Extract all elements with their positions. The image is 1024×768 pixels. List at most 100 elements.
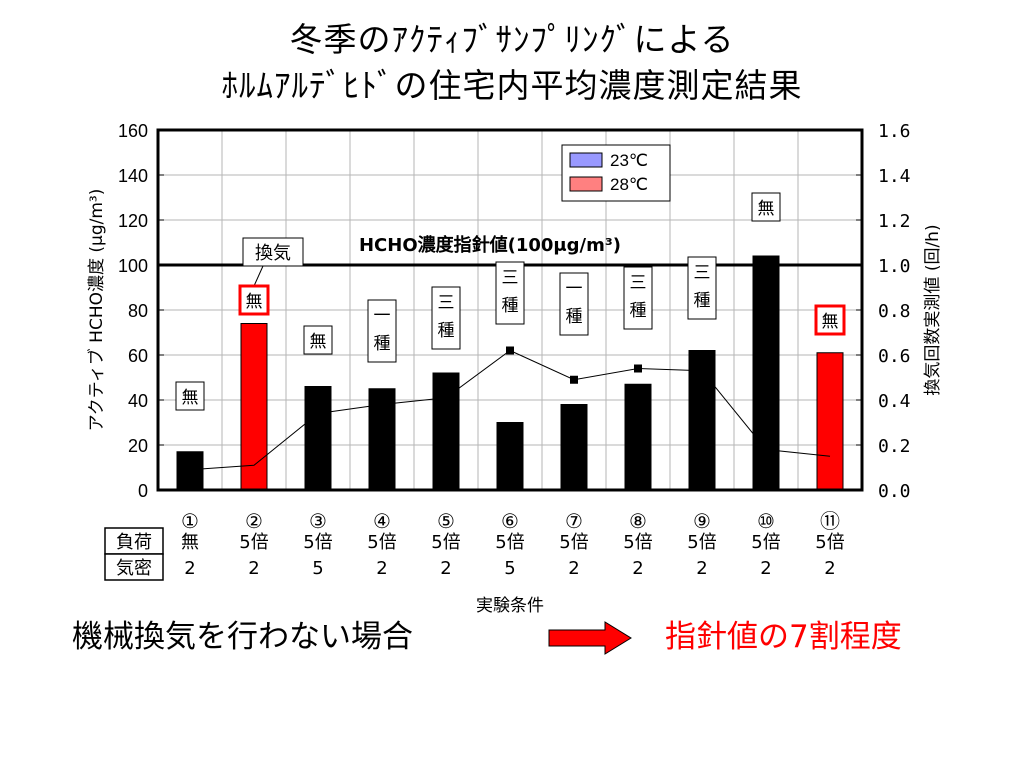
table-row-header-box — [104, 527, 164, 555]
ventilation-label-text: 無 — [758, 199, 775, 219]
table-cell: 5倍 — [815, 532, 844, 553]
table-cell: 5倍 — [367, 532, 396, 553]
category-label: ④ — [373, 509, 391, 533]
conclusion-result: 指針値の7割程度 — [665, 619, 902, 655]
ventilation-label-text: 種 — [374, 334, 391, 354]
table-cell: 5 — [504, 558, 515, 579]
y-tick-label: 100 — [118, 256, 148, 276]
ventilation-label-box — [687, 256, 717, 320]
y2-tick-label: 0.4 — [878, 391, 911, 412]
table-cell: 5倍 — [687, 532, 716, 553]
table-cell: 5倍 — [239, 532, 268, 553]
table-row-header: 負荷 — [116, 532, 152, 553]
category-label: ③ — [309, 509, 327, 533]
y-tick-label: 0 — [138, 481, 148, 501]
bar — [624, 383, 652, 491]
table-cell: 2 — [696, 558, 707, 579]
bar — [432, 372, 460, 491]
table-cell: 2 — [440, 558, 451, 579]
ventilation-label-box — [367, 299, 397, 363]
ventilation-header-label: 換気 — [255, 243, 291, 264]
conclusion-condition: 機械換気を行わない場合 — [72, 619, 413, 655]
table-cell: 2 — [760, 558, 771, 579]
ventilation-label-box — [495, 261, 525, 325]
ventilation-label-text: 三 — [630, 273, 647, 293]
ventilation-label-box — [238, 284, 270, 316]
table-cell: 5倍 — [495, 532, 524, 553]
table-cell: 2 — [568, 558, 579, 579]
ventilation-label-text: 種 — [630, 301, 647, 321]
chart-title-line2: ﾎﾙﾑｱﾙﾃﾞﾋﾄﾞの住宅内平均濃度測定結果 — [221, 66, 803, 105]
bar — [816, 352, 844, 491]
ventilation-label-text: 一 — [566, 279, 583, 299]
legend-swatch — [569, 152, 603, 168]
table-row-header: 気密 — [116, 558, 152, 579]
y-tick-label: 140 — [118, 166, 148, 186]
ventilation-label-text: 種 — [694, 291, 711, 311]
table-cell: 無 — [181, 532, 199, 553]
ventilation-label-text: 三 — [438, 293, 455, 313]
table-cell: 2 — [824, 558, 835, 579]
guideline-label: HCHO濃度指針値(100μg/m³) — [359, 234, 621, 256]
table-cell: 5倍 — [751, 532, 780, 553]
x-axis-label: 実験条件 — [476, 596, 544, 616]
plot-border — [156, 128, 864, 492]
chart-title-line1: 冬季のｱｸﾃｨﾌﾞｻﾝﾌﾟﾘﾝｸﾞによる — [289, 20, 735, 59]
ventilation-header-box — [242, 237, 304, 267]
category-label: ⑨ — [693, 509, 711, 533]
table-cell: 5 — [312, 558, 323, 579]
table-row-header-box — [104, 553, 164, 581]
table-cell: 2 — [376, 558, 387, 579]
y2-tick-label: 1.0 — [878, 256, 911, 277]
ventilation-label-box — [559, 272, 589, 336]
category-label: ⑤ — [437, 509, 455, 533]
bar — [688, 350, 716, 491]
arrow-right-icon — [548, 621, 632, 655]
y-axis-label: アクティブ HCHO濃度 (μg/m³) — [86, 189, 107, 432]
category-label: ⑪ — [820, 509, 840, 533]
chart: 0 20 40 60 80 100 120 140 160 0.0 0.2 0.4 0.6 0.8 1.0 1… — [86, 121, 943, 616]
y2-tick-label: 1.6 — [878, 121, 911, 142]
legend-label: 23℃ — [610, 151, 648, 170]
ventilation-label-text: 無 — [182, 388, 199, 408]
table-cell: 5倍 — [431, 532, 460, 553]
ventilation-label-text: 三 — [502, 268, 519, 288]
line-marker — [506, 346, 514, 355]
ventilation-label-text: 無 — [246, 292, 263, 312]
ventilation-label-box — [175, 381, 205, 411]
ventilation-label-text: 一 — [374, 306, 391, 326]
line-marker — [570, 375, 578, 384]
ventilation-label-box — [431, 286, 461, 350]
category-label: ⑩ — [757, 509, 775, 533]
category-label: ⑦ — [565, 509, 583, 533]
category-label: ⑥ — [501, 509, 519, 533]
category-label: ② — [245, 509, 263, 533]
line-marker — [634, 364, 642, 373]
y2-tick-label: 0.6 — [878, 346, 911, 367]
ventilation-label-text: 種 — [502, 296, 519, 316]
table-cell: 2 — [184, 558, 195, 579]
ventilation-label-text: 無 — [310, 332, 327, 352]
table-cell: 2 — [632, 558, 643, 579]
ventilation-label-text: 種 — [566, 307, 583, 327]
category-label: ① — [181, 509, 199, 533]
bar — [496, 422, 524, 491]
ventilation-label-text: 種 — [438, 321, 455, 341]
y-tick-label: 80 — [128, 301, 148, 321]
y2-tick-label: 0.8 — [878, 301, 911, 322]
category-label: ⑧ — [629, 509, 647, 533]
y-tick-label: 40 — [128, 391, 148, 411]
y2-axis-label: 換気回数実測値 (回/h) — [923, 224, 943, 395]
ventilation-label-text: 無 — [822, 312, 839, 332]
bar — [304, 386, 332, 491]
y-tick-label: 20 — [128, 436, 148, 456]
legend-swatch — [569, 176, 603, 192]
bar — [752, 255, 780, 491]
table-cell: 2 — [248, 558, 259, 579]
y2-tick-label: 1.2 — [878, 211, 911, 232]
ventilation-header-pointer — [253, 265, 264, 287]
ventilation-label-box — [751, 192, 781, 222]
y-tick-label: 120 — [118, 211, 148, 231]
y2-tick-label: 0.2 — [878, 436, 911, 457]
y2-tick-label: 0.0 — [878, 481, 911, 502]
